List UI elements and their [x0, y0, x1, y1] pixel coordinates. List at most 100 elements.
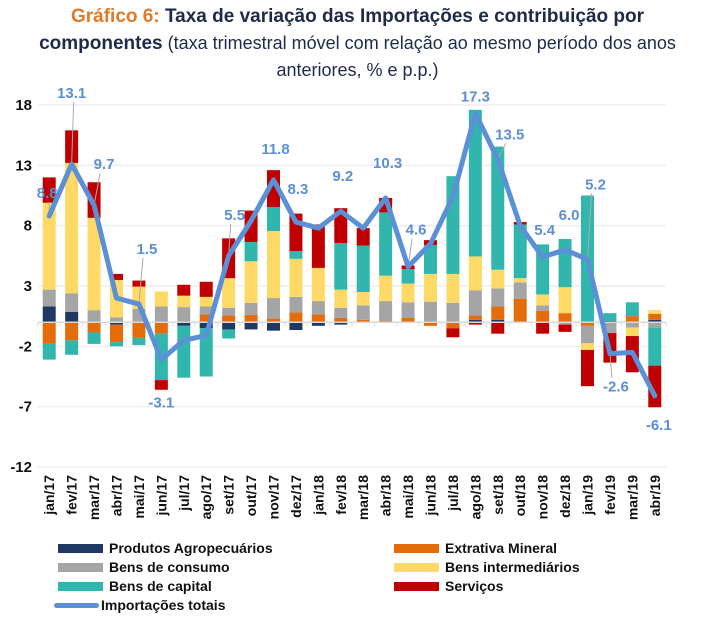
bar-segment	[222, 315, 236, 323]
bar-segment	[356, 292, 370, 306]
bar-segment	[65, 311, 79, 323]
bar-stack-jun/17	[154, 291, 168, 390]
bar-segment	[199, 328, 213, 377]
bar-stack-jan/18	[311, 224, 325, 326]
bar-segment	[424, 322, 437, 326]
x-tick-label: ago/18	[467, 475, 483, 520]
bar-segment	[132, 337, 146, 346]
bar-segment	[356, 228, 370, 246]
bar-segment	[513, 298, 527, 323]
data-label: 5.4	[534, 222, 556, 239]
bar-stack-jan/17	[42, 177, 56, 360]
bar-segment	[177, 325, 191, 378]
bar-segment	[334, 208, 348, 244]
legend-swatch-intermediarios	[394, 562, 439, 572]
bar-stack-jun/18	[424, 240, 437, 326]
x-tick-label: abr/19	[647, 475, 663, 516]
bar-segment	[401, 269, 415, 284]
bar-segment	[267, 318, 280, 323]
legend-label: Serviços	[445, 578, 504, 594]
bar-stack-nov/17	[267, 170, 280, 331]
legend-swatch-capital	[58, 581, 103, 591]
y-tick-label: 3	[24, 278, 32, 295]
y-tick-label: 13	[15, 157, 32, 174]
legend-item-intermediarios: Bens intermediários	[394, 557, 580, 577]
bar-segment	[648, 365, 662, 408]
bar-segment	[311, 314, 325, 323]
data-label: 6.0	[559, 207, 580, 224]
bar-segment	[536, 322, 550, 334]
x-tick-label: jun/17	[153, 475, 169, 517]
bar-segment	[581, 325, 594, 344]
data-label: 9.7	[94, 156, 115, 173]
bar-segment	[42, 202, 56, 290]
title-line-1: Gráfico 6: Taxa de variação das Importaç…	[0, 4, 715, 30]
x-tick-label: jan/19	[580, 475, 596, 516]
data-label: 10.3	[373, 155, 402, 172]
bar-segment	[289, 251, 303, 259]
x-axis-ticks: jan/17 fev/17 mar/17 abr/17 mai/17 jun/17 jul/…	[41, 475, 663, 520]
x-tick-label: out/17	[243, 475, 259, 516]
bar-segment	[536, 294, 550, 306]
bar-segment	[424, 301, 437, 323]
bar-segment	[65, 130, 79, 163]
bar-segment	[581, 343, 594, 350]
data-label: 1.5	[136, 241, 157, 258]
label-leader-line	[228, 223, 232, 256]
data-label: 11.8	[261, 141, 289, 158]
bar-stack-fev/17	[65, 130, 79, 355]
data-label: 9.2	[332, 168, 353, 185]
bar-segment	[154, 291, 168, 307]
bar-segment	[334, 322, 348, 325]
title-main: Taxa de variação das Importações e contr…	[164, 6, 645, 27]
bar-segment	[603, 313, 617, 321]
x-axis	[37, 321, 667, 327]
legend-swatch-consumo	[58, 562, 103, 572]
bar-segment	[65, 340, 79, 355]
bar-segment	[648, 313, 662, 320]
bar-segment	[87, 310, 101, 323]
bar-segment	[513, 224, 527, 279]
bar-segment	[446, 273, 460, 303]
bar-segment	[244, 322, 258, 330]
bar-segment	[581, 322, 594, 326]
title-line-2: componentes (taxa trimestral móvel com r…	[0, 30, 715, 57]
label-leader-line	[93, 173, 101, 206]
data-label: -6.1	[646, 417, 672, 434]
bar-segment	[446, 322, 460, 329]
bar-segment	[289, 296, 303, 313]
x-tick-label: mai/17	[131, 475, 147, 519]
bar-stack-jan/19	[581, 195, 594, 387]
bar-segment	[177, 322, 191, 326]
bar-segment	[311, 301, 325, 315]
total-imports-line	[46, 110, 658, 399]
bar-segment	[87, 322, 101, 333]
bar-segment	[199, 306, 213, 315]
x-tick-label: abr/18	[378, 475, 394, 516]
bar-segment	[267, 206, 280, 232]
bar-segment	[468, 319, 482, 323]
bar-segment	[334, 243, 348, 290]
bar-segment	[558, 322, 572, 325]
bar-segment	[648, 327, 662, 366]
bar-segment	[222, 329, 236, 339]
bar-segment	[42, 343, 56, 360]
bar-segment	[177, 307, 191, 323]
bar-segment	[65, 162, 79, 294]
bar-segment	[87, 332, 101, 344]
legend-item-extrativa: Extrativa Mineral	[394, 538, 557, 558]
bar-stack-dez/17	[289, 213, 303, 331]
legend-swatch-servicos	[394, 581, 439, 591]
bar-segment	[401, 283, 415, 303]
x-tick-label: mai/18	[400, 475, 416, 519]
bar-segment	[65, 293, 79, 312]
bar-segment	[42, 322, 56, 344]
label-leader-line	[138, 258, 144, 305]
bar-segment	[379, 275, 393, 302]
bar-segment	[42, 289, 56, 307]
bar-segment	[42, 306, 56, 323]
stacked-bars	[42, 109, 662, 408]
bar-segment	[379, 212, 393, 276]
bar-stack-mai/18	[401, 265, 415, 323]
